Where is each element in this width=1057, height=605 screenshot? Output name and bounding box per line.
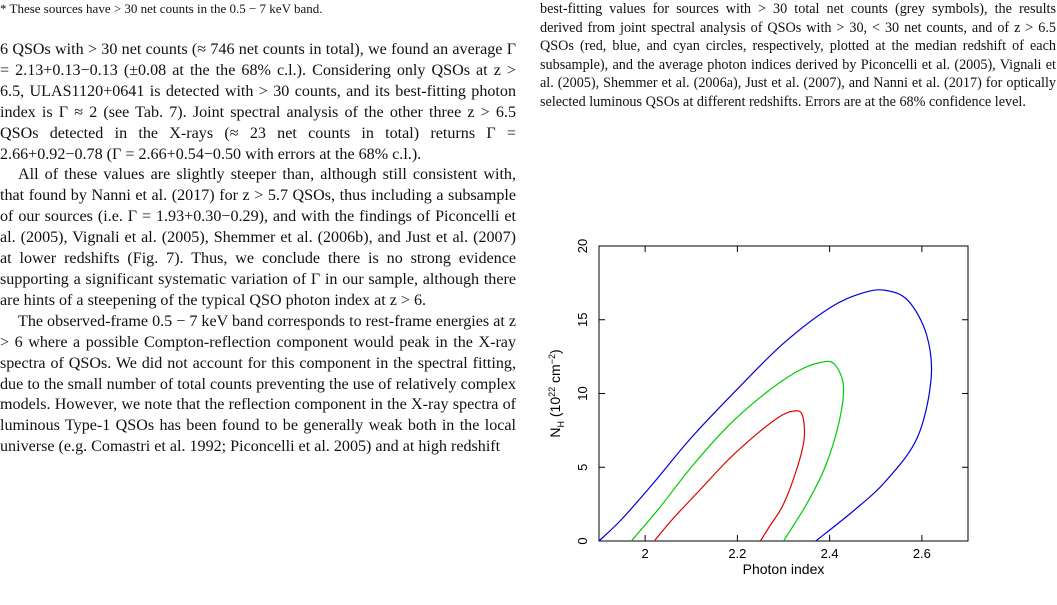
- y-tick-label: 5: [575, 464, 590, 471]
- x-tick-label: 2.6: [913, 546, 931, 561]
- paragraph-1: 6 QSOs with > 30 net counts (≈ 746 net c…: [0, 41, 516, 163]
- x-tick-label: 2.2: [728, 546, 746, 561]
- paragraph-2: All of these values are slightly steeper…: [0, 166, 516, 309]
- plot-frame: [598, 245, 969, 542]
- confidence-contour-1: [653, 410, 806, 542]
- y-tick-label: 10: [575, 386, 590, 400]
- paragraph-3: The observed-frame 0.5 − 7 keV band corr…: [0, 312, 516, 456]
- contour-plot: 2 2.2 2.4 2.6 0 5 10 15 20 Photon index NH (1022…: [540, 228, 980, 593]
- x-tick-label: 2.4: [821, 546, 839, 561]
- body-text: 6 QSOs with > 30 net counts (≈ 746 net c…: [0, 40, 516, 458]
- x-tick-label: 2: [642, 546, 649, 561]
- contour-chart: 2 2.2 2.4 2.6 0 5 10 15 20 Photon index NH (1022…: [547, 239, 969, 577]
- confidence-contour-2: [630, 360, 845, 542]
- figure-caption: best-fitting values for sources with > 3…: [540, 1, 1056, 110]
- y-tick-label: 0: [575, 537, 590, 544]
- y-axis-label: NH (1022 cm−2): [547, 349, 566, 437]
- y-tick-label: 20: [575, 239, 590, 253]
- x-axis-label: Photon index: [743, 561, 825, 577]
- contour-curves: [598, 289, 933, 542]
- table-footnote: * These sources have > 30 net counts in …: [0, 1, 323, 16]
- confidence-contour-3: [598, 289, 933, 542]
- plot-axes: 2 2.2 2.4 2.6 0 5 10 15 20: [575, 239, 969, 561]
- y-tick-label: 15: [575, 313, 590, 327]
